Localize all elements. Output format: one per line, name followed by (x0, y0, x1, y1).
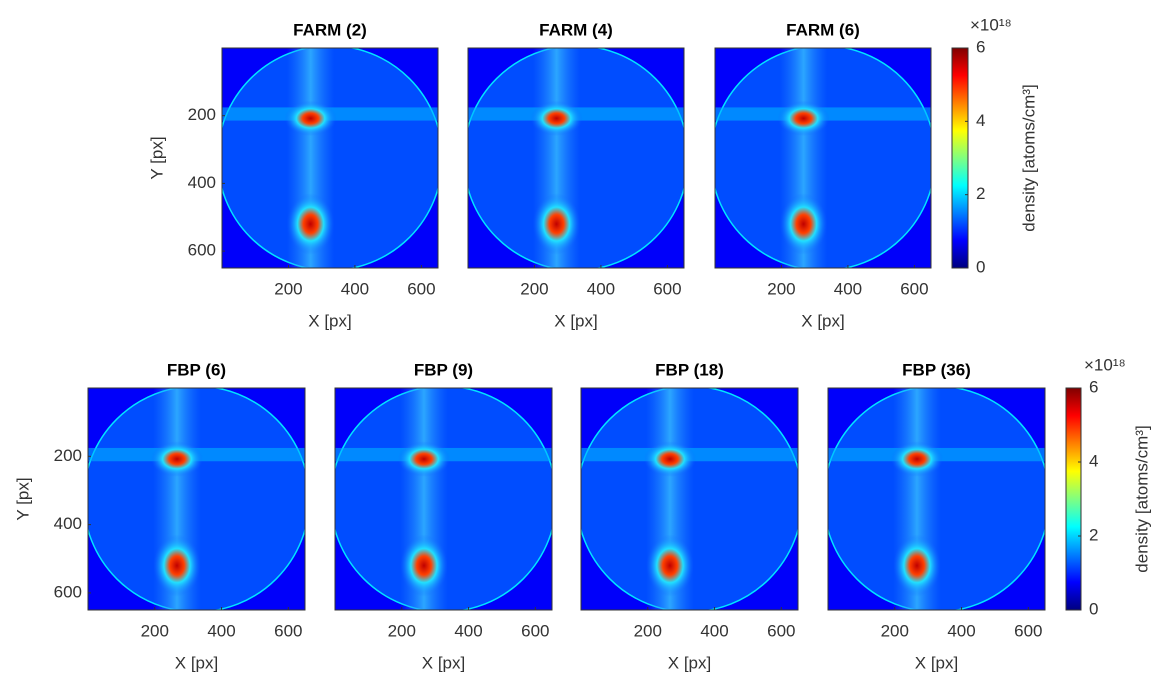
colorbar-tick-label: 0 (976, 257, 985, 276)
hot-spot (778, 101, 830, 136)
title: FARM (4) (539, 20, 613, 39)
x-axis-label: X [px] (422, 653, 465, 672)
heat-image (218, 46, 443, 271)
colorbar-tick-label: 2 (976, 184, 985, 203)
x-tick-label: 600 (653, 279, 681, 298)
x-tick-label: 400 (341, 279, 369, 298)
x-tick-label: 600 (274, 621, 302, 640)
heat-image (331, 386, 557, 612)
y-tick-label: 400 (188, 173, 216, 192)
title: FARM (6) (786, 20, 860, 39)
hot-spot (533, 193, 581, 255)
hot-spot (400, 535, 448, 597)
y-tick-label: 600 (54, 582, 82, 601)
heat-image (824, 386, 1050, 612)
colorbar-tick-label: 0 (1089, 599, 1098, 618)
colorbar (1066, 388, 1081, 610)
x-tick-label: 400 (834, 279, 862, 298)
colorbar (952, 48, 968, 268)
title: FBP (9) (414, 360, 473, 379)
heat-image (577, 386, 803, 612)
x-tick-label: 600 (407, 279, 435, 298)
x-tick-label: 200 (767, 279, 795, 298)
title: FBP (36) (902, 360, 971, 379)
colorbar-tick-label: 6 (976, 37, 985, 56)
x-tick-label: 400 (947, 621, 975, 640)
x-tick-label: 200 (388, 621, 416, 640)
x-tick-label: 600 (521, 621, 549, 640)
x-axis-label: X [px] (801, 311, 844, 330)
heat-image (711, 46, 936, 271)
heat-image (84, 386, 310, 612)
x-tick-label: 400 (587, 279, 615, 298)
x-tick-label: 600 (1014, 621, 1042, 640)
x-axis-label: X [px] (175, 653, 218, 672)
figure: FARM (2)200400600200400600X [px]Y [px]FA… (0, 0, 1157, 685)
hot-spot (151, 441, 203, 477)
x-axis-label: X [px] (308, 311, 351, 330)
hot-spot (398, 441, 450, 477)
x-tick-label: 200 (881, 621, 909, 640)
hot-spot (287, 193, 335, 255)
title: FARM (2) (293, 20, 367, 39)
colorbar-tick-label: 4 (1089, 451, 1098, 470)
y-tick-label: 200 (54, 446, 82, 465)
x-tick-label: 200 (274, 279, 302, 298)
y-tick-label: 200 (188, 105, 216, 124)
x-tick-label: 600 (900, 279, 928, 298)
title: FBP (18) (655, 360, 724, 379)
heat-image (464, 46, 689, 271)
hot-spot (644, 441, 696, 477)
colorbar-tick-label: 2 (1089, 525, 1098, 544)
colorbar-label: density [atoms/cm³] (1132, 425, 1151, 572)
x-tick-label: 200 (520, 279, 548, 298)
hot-spot (531, 101, 583, 136)
y-tick-label: 600 (188, 241, 216, 260)
x-tick-label: 600 (767, 621, 795, 640)
x-tick-label: 200 (634, 621, 662, 640)
x-tick-label: 400 (700, 621, 728, 640)
x-axis-label: X [px] (668, 653, 711, 672)
hot-spot (780, 193, 828, 255)
x-axis-label: X [px] (915, 653, 958, 672)
y-tick-label: 400 (54, 514, 82, 533)
title: FBP (6) (167, 360, 226, 379)
hot-spot (891, 441, 943, 477)
x-tick-label: 400 (207, 621, 235, 640)
hot-spot (153, 535, 201, 597)
x-tick-label: 400 (454, 621, 482, 640)
x-tick-label: 200 (141, 621, 169, 640)
colorbar-tick-label: 4 (976, 111, 985, 130)
hot-spot (646, 535, 694, 597)
y-axis-label: Y [px] (13, 477, 32, 520)
colorbar-tick-label: 6 (1089, 377, 1098, 396)
colorbar-label: density [atoms/cm³] (1019, 84, 1038, 231)
y-axis-label: Y [px] (147, 136, 166, 179)
colorbar-exponent: ×10¹⁸ (1084, 355, 1126, 374)
x-axis-label: X [px] (554, 311, 597, 330)
colorbar-exponent: ×10¹⁸ (970, 15, 1012, 34)
hot-spot (285, 101, 337, 136)
hot-spot (893, 535, 941, 597)
